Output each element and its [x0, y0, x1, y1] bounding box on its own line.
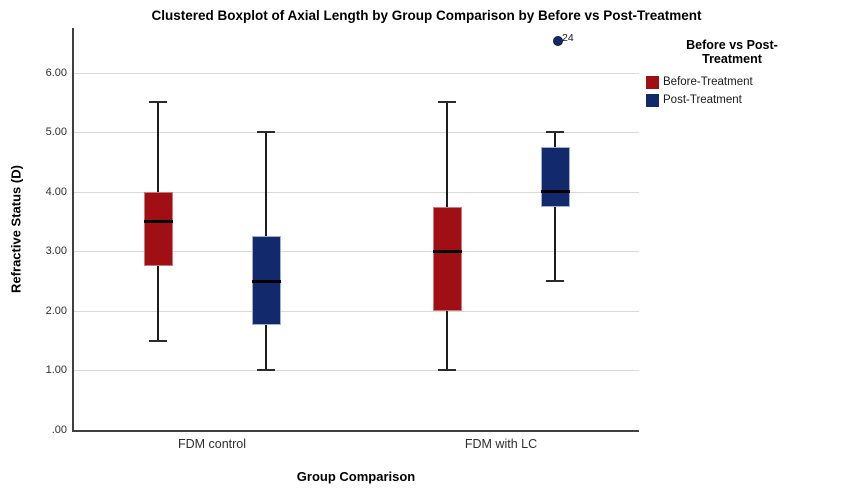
- whisker-cap: [546, 280, 564, 282]
- gridline: [72, 132, 639, 133]
- legend-title-line: Treatment: [702, 52, 762, 67]
- category-label: FDM control: [177, 437, 247, 451]
- gridline: [72, 192, 639, 193]
- legend-item-label: Before-Treatment: [663, 76, 753, 89]
- y-tick-label: 1.00: [45, 364, 67, 376]
- boxplot-box: [144, 192, 173, 266]
- gridline: [72, 251, 639, 252]
- legend-item: Post-Treatment: [646, 93, 846, 107]
- whisker-cap: [438, 369, 456, 371]
- whisker-cap: [149, 101, 167, 103]
- gridline: [72, 311, 639, 312]
- y-tick-label: .00: [51, 424, 67, 436]
- boxplot-box: [433, 207, 462, 311]
- whisker-cap: [257, 369, 275, 371]
- whisker-cap: [546, 131, 564, 133]
- x-axis-title: Group Comparison: [296, 469, 416, 484]
- median-line: [433, 250, 462, 253]
- legend-items: Before-Treatment Post-Treatment: [646, 75, 846, 107]
- legend-item: Before-Treatment: [646, 75, 846, 89]
- median-line: [144, 220, 173, 223]
- gridline: [72, 370, 639, 371]
- whisker-cap: [257, 131, 275, 133]
- y-tick-label: 4.00: [45, 186, 67, 198]
- outlier-label: 24: [562, 32, 574, 44]
- median-line: [541, 190, 570, 193]
- legend-title-line: Before vs Post-: [686, 38, 778, 52]
- legend-item-label: Post-Treatment: [663, 94, 742, 107]
- outlier-point: [553, 36, 563, 46]
- boxplot-box: [541, 147, 570, 207]
- legend-swatch: [646, 75, 659, 89]
- x-axis-line: [72, 430, 639, 432]
- whisker-cap: [438, 101, 456, 103]
- legend-swatch: [646, 93, 659, 107]
- y-axis-line: [72, 28, 74, 430]
- gridline: [72, 73, 639, 74]
- legend-title: Before vs Post- Treatment: [646, 38, 818, 67]
- y-tick-label: 2.00: [45, 305, 67, 317]
- category-label: FDM with LC: [464, 437, 538, 451]
- y-tick-label: 6.00: [45, 67, 67, 79]
- chart-title: Clustered Boxplot of Axial Length by Gro…: [151, 8, 702, 23]
- whisker-cap: [149, 340, 167, 342]
- legend: Before vs Post- Treatment Before-Treatmen…: [646, 38, 846, 112]
- y-tick-label: 5.00: [45, 126, 67, 138]
- y-tick-label: 3.00: [45, 245, 67, 257]
- median-line: [252, 280, 281, 283]
- y-axis-title: Refractive Status (D): [8, 165, 24, 293]
